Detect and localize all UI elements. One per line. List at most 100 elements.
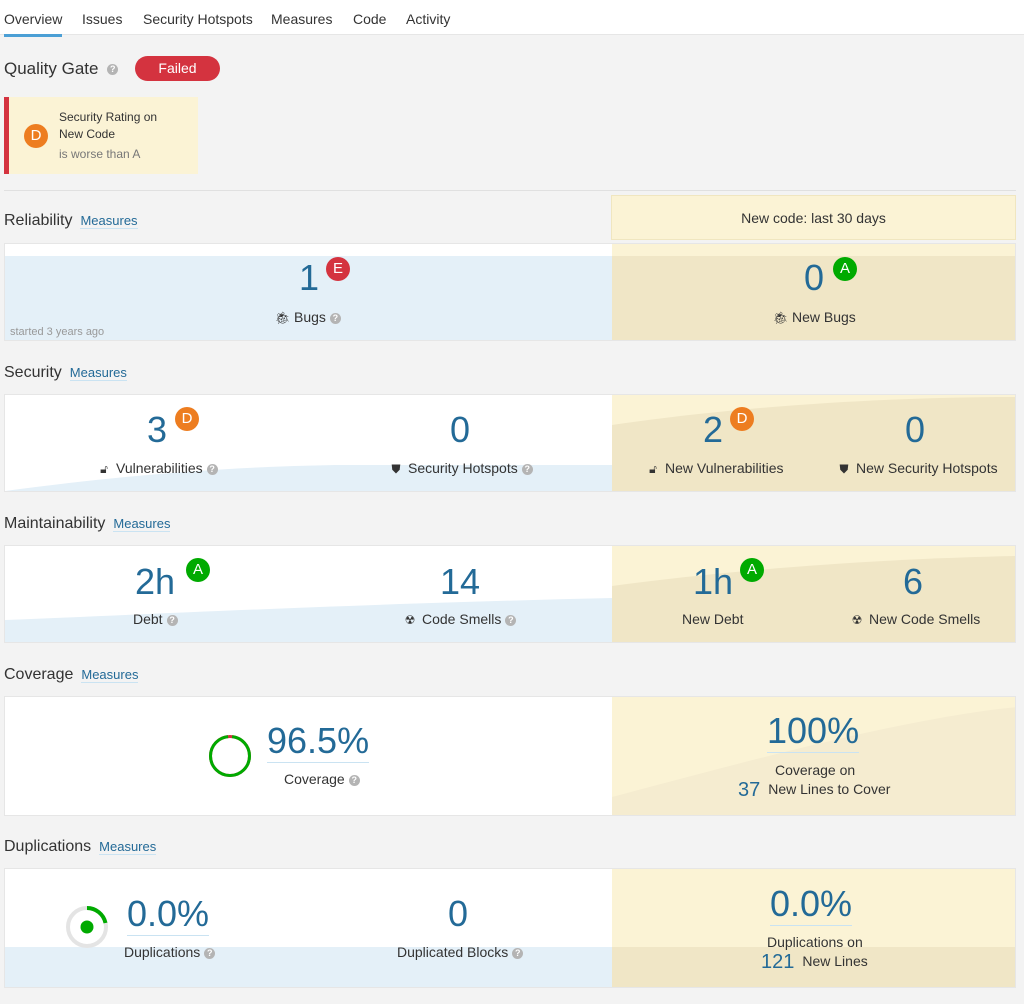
maintainability-section-title: Maintainability Measures bbox=[4, 515, 171, 533]
new-bugs-label-text: New Bugs bbox=[792, 309, 856, 325]
help-icon[interactable]: ? bbox=[204, 947, 216, 959]
new-lines-to-cover: 37 New Lines to Cover bbox=[738, 779, 890, 802]
new-lines-to-cover-label: New Lines to Cover bbox=[768, 781, 891, 798]
code-smells-label: ☢︎ Code Smells? bbox=[403, 611, 517, 627]
new-code-area bbox=[612, 869, 1015, 987]
duplications-dot bbox=[80, 920, 94, 934]
new-vulnerabilities-label-text: New Vulnerabilities bbox=[665, 460, 784, 476]
code-smells-value[interactable]: 14 bbox=[440, 561, 481, 602]
new-security-hotspots-value[interactable]: 0 bbox=[905, 409, 926, 450]
new-duplications-value[interactable]: 0.0% bbox=[770, 883, 853, 926]
debt-label-text: Debt bbox=[133, 611, 163, 627]
new-security-hotspots-label-text: New Security Hotspots bbox=[856, 460, 998, 476]
history-chart-bg bbox=[5, 598, 612, 642]
new-bugs-value[interactable]: 0 bbox=[804, 257, 825, 298]
history-chart-bg bbox=[5, 465, 612, 491]
help-icon[interactable]: ? bbox=[329, 312, 341, 324]
coverage-donut-chart bbox=[209, 735, 251, 777]
debt-value[interactable]: 2h bbox=[135, 561, 176, 602]
duplications-label-text: Duplications bbox=[124, 944, 201, 960]
duplications-donut-chart bbox=[66, 906, 108, 948]
code-smell-icon: ☢︎ bbox=[404, 613, 416, 627]
quality-gate-condition[interactable]: D Security Rating on New Code is worse t… bbox=[4, 97, 198, 174]
new-code-smells-value[interactable]: 6 bbox=[903, 561, 924, 602]
new-coverage-value[interactable]: 100% bbox=[767, 710, 860, 753]
new-vulnerabilities-value[interactable]: 2 bbox=[703, 409, 724, 450]
security-hotspots-value[interactable]: 0 bbox=[450, 409, 471, 450]
duplications-section-title: Duplications Measures bbox=[4, 838, 157, 856]
section-title: Maintainability bbox=[4, 515, 106, 532]
reliability-panel: 1 E 🐞︎ Bugs? started 3 years ago 0 A 🐞︎ Ne… bbox=[4, 243, 1016, 341]
tab-security-hotspots[interactable]: Security Hotspots bbox=[143, 11, 253, 27]
measures-link[interactable]: Measures bbox=[80, 213, 138, 229]
vulnerabilities-label-text: Vulnerabilities bbox=[116, 460, 203, 476]
coverage-arc bbox=[209, 735, 251, 777]
duplications-value[interactable]: 0.0% bbox=[127, 893, 210, 936]
help-icon[interactable]: ? bbox=[512, 947, 524, 959]
history-start-label: started 3 years ago bbox=[10, 326, 105, 338]
new-code-area bbox=[612, 244, 1015, 340]
shield-icon: ⛊ bbox=[391, 462, 401, 476]
vulnerabilities-rating-badge[interactable]: D bbox=[175, 407, 199, 431]
bug-icon: 🐞︎ bbox=[275, 311, 291, 325]
code-smells-label-text: Code Smells bbox=[422, 611, 502, 627]
new-security-hotspots-label: ⛊ New Security Hotspots bbox=[837, 460, 998, 477]
debt-rating-badge[interactable]: A bbox=[186, 558, 210, 582]
measures-link[interactable]: Measures bbox=[81, 667, 139, 683]
measures-link[interactable]: Measures bbox=[113, 516, 171, 532]
new-bugs-rating-badge[interactable]: A bbox=[833, 257, 857, 281]
new-code-smells-label-text: New Code Smells bbox=[869, 611, 981, 627]
debt-label: Debt? bbox=[133, 611, 178, 627]
coverage-label: Coverage? bbox=[284, 771, 360, 787]
help-icon[interactable]: ? bbox=[166, 614, 178, 626]
condition-metric-2: New Code bbox=[59, 127, 116, 141]
new-debt-value[interactable]: 1h bbox=[693, 561, 734, 602]
duplicated-blocks-value[interactable]: 0 bbox=[448, 893, 469, 934]
new-debt-rating-badge[interactable]: A bbox=[740, 558, 764, 582]
bugs-rating-badge[interactable]: E bbox=[326, 257, 350, 281]
reliability-section-title: Reliability Measures bbox=[4, 212, 138, 230]
new-vulnerabilities-label: 🔓︎ New Vulnerabilities bbox=[646, 460, 784, 477]
new-bugs-label: 🐞︎ New Bugs bbox=[773, 309, 856, 325]
tab-issues[interactable]: Issues bbox=[82, 11, 123, 27]
bugs-label-text: Bugs bbox=[294, 309, 326, 325]
new-lines: 121 New Lines bbox=[761, 951, 868, 974]
help-icon[interactable]: ? bbox=[206, 463, 218, 475]
new-duplications-label: Duplications on bbox=[767, 934, 863, 950]
coverage-value[interactable]: 96.5% bbox=[267, 720, 370, 763]
bugs-value[interactable]: 1 bbox=[299, 257, 320, 298]
help-icon[interactable]: ? bbox=[348, 774, 360, 786]
duplications-arc bbox=[86, 906, 108, 924]
vulnerabilities-value[interactable]: 3 bbox=[147, 409, 168, 450]
section-title: Duplications bbox=[4, 838, 92, 855]
shield-icon: ⛊ bbox=[839, 462, 849, 476]
condition-text: Security Rating on New Code is worse tha… bbox=[59, 109, 157, 163]
tab-activity[interactable]: Activity bbox=[406, 11, 451, 27]
tab-measures[interactable]: Measures bbox=[271, 11, 333, 27]
security-panel: 3 D 🔓︎ Vulnerabilities? 0 ⛊ Security Hotsp… bbox=[4, 394, 1016, 492]
vulnerabilities-label: 🔓︎ Vulnerabilities? bbox=[97, 460, 218, 477]
new-code-area bbox=[612, 697, 1015, 815]
coverage-panel: 96.5% Coverage? 100% Coverage on 37 New L… bbox=[4, 696, 1016, 816]
new-lines-to-cover-value[interactable]: 37 bbox=[738, 779, 761, 801]
new-vulnerabilities-rating-badge[interactable]: D bbox=[730, 407, 754, 431]
new-lines-value[interactable]: 121 bbox=[761, 951, 795, 973]
history-chart-bg bbox=[5, 947, 612, 987]
bugs-label: 🐞︎ Bugs? bbox=[275, 309, 341, 325]
new-debt-label: New Debt bbox=[682, 611, 744, 627]
help-icon[interactable]: ? bbox=[521, 463, 533, 475]
coverage-section-title: Coverage Measures bbox=[4, 666, 139, 684]
navbar: Overview Issues Security Hotspots Measur… bbox=[0, 0, 1024, 37]
new-coverage-label: Coverage on bbox=[775, 762, 856, 778]
tab-overview[interactable]: Overview bbox=[4, 11, 63, 37]
section-title: Reliability bbox=[4, 212, 73, 229]
lock-icon: 🔓︎ bbox=[100, 462, 108, 476]
measures-link[interactable]: Measures bbox=[99, 839, 157, 855]
measures-link[interactable]: Measures bbox=[69, 365, 127, 381]
help-icon[interactable]: ? bbox=[107, 64, 119, 76]
tab-code[interactable]: Code bbox=[353, 11, 387, 27]
duplicated-blocks-label: Duplicated Blocks? bbox=[397, 944, 524, 960]
help-icon[interactable]: ? bbox=[505, 614, 517, 626]
duplications-panel: 0.0% Duplications? 0 Duplicated Blocks? … bbox=[4, 868, 1016, 988]
section-title: Coverage bbox=[4, 666, 74, 683]
